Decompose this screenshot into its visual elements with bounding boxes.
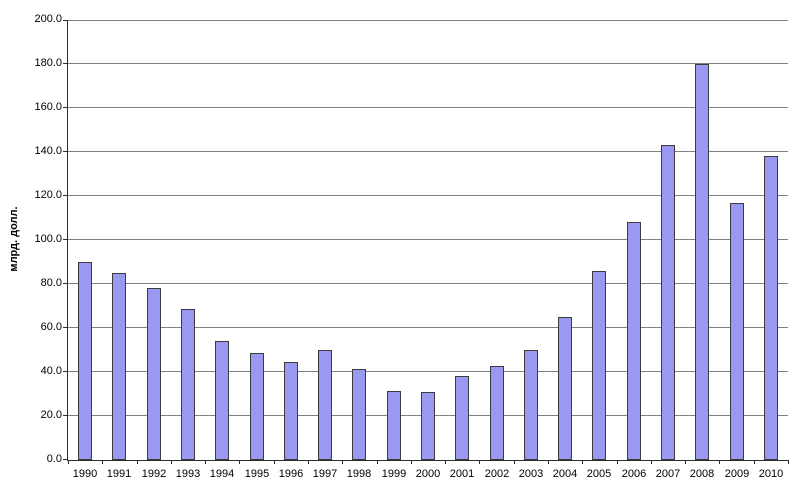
x-tick-mark — [102, 460, 103, 464]
gridline-100 — [68, 239, 788, 240]
x-tick-mark — [239, 460, 240, 464]
x-tick-label-1995: 1995 — [244, 468, 270, 480]
y-tick-label-40: 40.0 — [40, 365, 62, 377]
x-tick-label-2006: 2006 — [621, 468, 647, 480]
y-tick-label-120: 120.0 — [34, 189, 62, 201]
bar-2008 — [695, 64, 709, 460]
gridline-180 — [68, 63, 788, 64]
y-tick-mark — [63, 239, 68, 240]
y-tick-label-80: 80.0 — [40, 277, 62, 289]
x-tick-mark — [479, 460, 480, 464]
bar-2002 — [490, 366, 504, 460]
gridline-200 — [68, 20, 788, 21]
x-tick-label-1994: 1994 — [209, 468, 235, 480]
x-tick-mark — [137, 460, 138, 464]
y-tick-mark — [63, 459, 68, 460]
x-tick-label-1993: 1993 — [175, 468, 201, 480]
y-tick-label-160: 160.0 — [34, 101, 62, 113]
x-tick-mark — [548, 460, 549, 464]
x-tick-mark — [788, 460, 789, 464]
bar-2004 — [558, 317, 572, 460]
bar-1996 — [284, 362, 298, 460]
x-tick-label-2009: 2009 — [724, 468, 750, 480]
x-tick-mark — [651, 460, 652, 464]
bar-2007 — [661, 145, 675, 460]
plot-area — [68, 20, 788, 460]
x-tick-label-2000: 2000 — [415, 468, 441, 480]
x-tick-mark — [171, 460, 172, 464]
x-tick-mark — [685, 460, 686, 464]
x-tick-label-1991: 1991 — [106, 468, 132, 480]
x-tick-label-1992: 1992 — [141, 468, 167, 480]
y-tick-mark — [63, 283, 68, 284]
gridline-80 — [68, 283, 788, 284]
x-tick-mark — [308, 460, 309, 464]
x-tick-mark — [205, 460, 206, 464]
bar-2009 — [730, 203, 744, 460]
y-tick-label-140: 140.0 — [34, 145, 62, 157]
gridline-160 — [68, 107, 788, 108]
x-tick-mark — [719, 460, 720, 464]
bar-1999 — [387, 391, 401, 460]
bar-2003 — [524, 350, 538, 460]
y-tick-label-0: 0.0 — [46, 453, 62, 465]
bar-1994 — [215, 341, 229, 460]
x-tick-label-1998: 1998 — [346, 468, 372, 480]
x-tick-label-2007: 2007 — [655, 468, 681, 480]
y-tick-mark — [63, 151, 68, 152]
bar-1991 — [112, 273, 126, 460]
y-tick-mark — [63, 195, 68, 196]
x-tick-mark — [514, 460, 515, 464]
x-tick-mark — [377, 460, 378, 464]
gridline-140 — [68, 151, 788, 152]
x-tick-mark — [342, 460, 343, 464]
gridline-60 — [68, 327, 788, 328]
y-tick-mark — [63, 63, 68, 64]
bar-2005 — [592, 271, 606, 460]
bar-1995 — [250, 353, 264, 460]
x-tick-mark — [582, 460, 583, 464]
x-tick-label-1996: 1996 — [278, 468, 304, 480]
x-tick-mark — [617, 460, 618, 464]
y-tick-mark — [63, 107, 68, 108]
bar-2010 — [764, 156, 778, 460]
y-tick-mark — [63, 327, 68, 328]
x-tick-label-1999: 1999 — [381, 468, 407, 480]
y-tick-mark — [63, 20, 68, 21]
bar-1997 — [318, 350, 332, 460]
bar-2000 — [421, 392, 435, 460]
x-tick-label-2002: 2002 — [484, 468, 510, 480]
y-tick-mark — [63, 415, 68, 416]
x-tick-mark — [68, 460, 69, 464]
bar-1998 — [352, 369, 366, 460]
bar-2006 — [627, 222, 641, 460]
x-tick-label-2005: 2005 — [586, 468, 612, 480]
x-tick-mark — [754, 460, 755, 464]
bar-1992 — [147, 288, 161, 460]
gridline-120 — [68, 195, 788, 196]
y-tick-label-180: 180.0 — [34, 57, 62, 69]
x-tick-mark — [445, 460, 446, 464]
x-tick-label-1990: 1990 — [72, 468, 98, 480]
y-tick-label-100: 100.0 — [34, 233, 62, 245]
x-tick-label-1997: 1997 — [312, 468, 338, 480]
gridline-40 — [68, 371, 788, 372]
x-tick-label-2008: 2008 — [689, 468, 715, 480]
y-tick-label-60: 60.0 — [40, 321, 62, 333]
x-tick-mark — [411, 460, 412, 464]
x-tick-label-2001: 2001 — [449, 468, 475, 480]
y-tick-mark — [63, 371, 68, 372]
x-tick-label-2003: 2003 — [518, 468, 544, 480]
x-tick-mark — [274, 460, 275, 464]
bar-1993 — [181, 309, 195, 460]
x-tick-label-2004: 2004 — [552, 468, 578, 480]
bar-2001 — [455, 376, 469, 460]
x-tick-label-2010: 2010 — [758, 468, 784, 480]
bar-1990 — [78, 262, 92, 460]
y-tick-label-200: 200.0 — [34, 13, 62, 25]
y-tick-label-20: 20.0 — [40, 409, 62, 421]
x-axis-line — [67, 460, 788, 461]
y-axis-line — [67, 20, 68, 461]
